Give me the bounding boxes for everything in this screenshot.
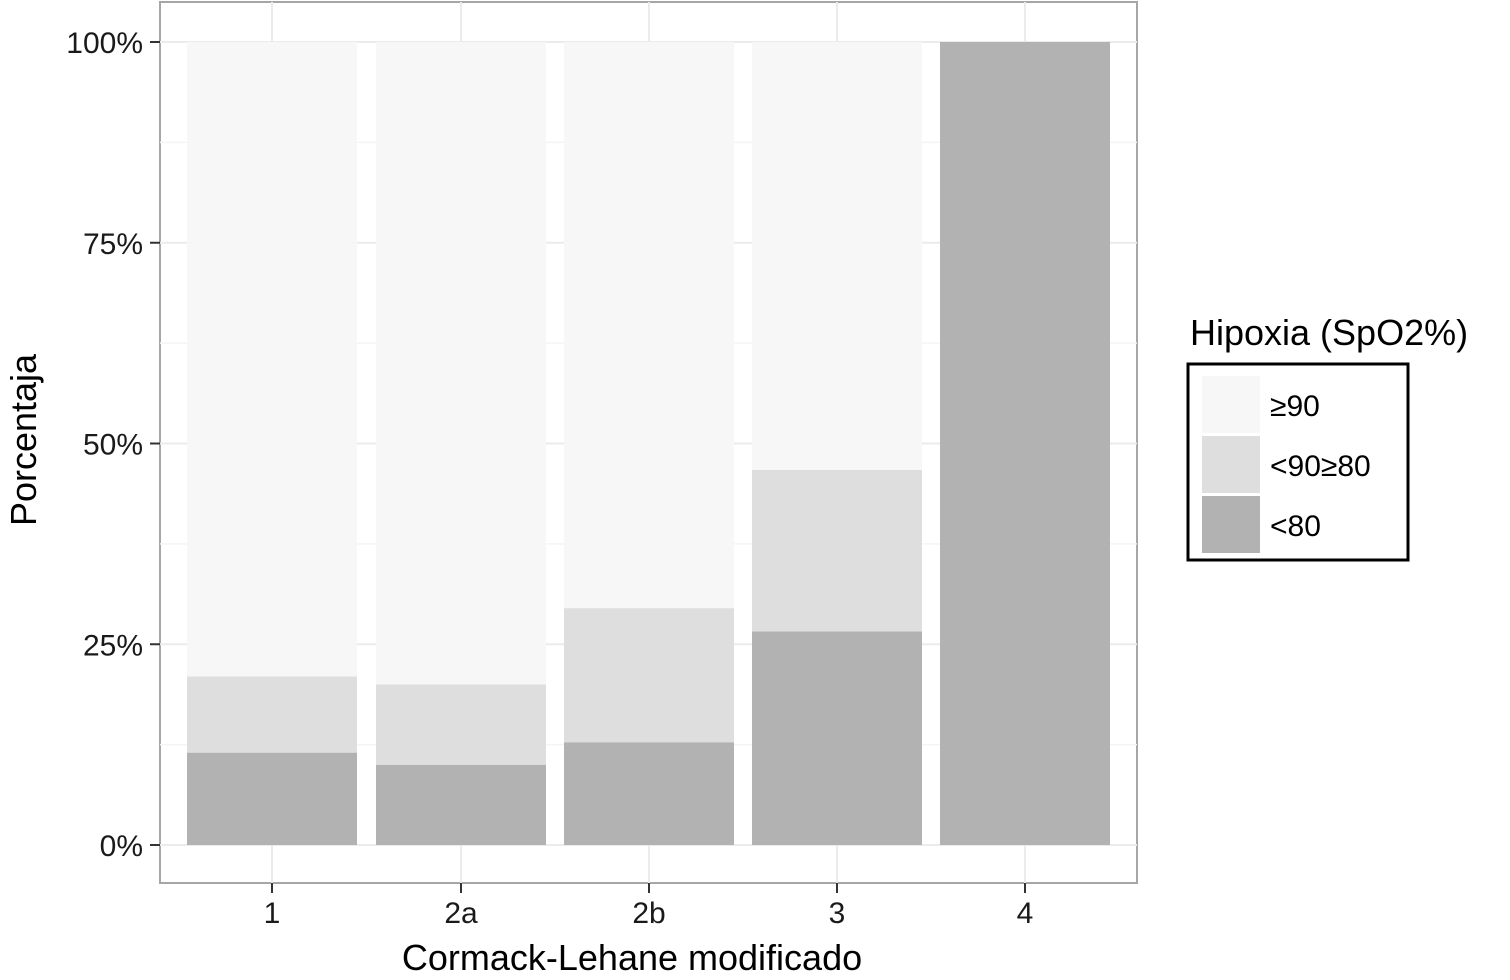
x-axis: 1 2a 2b 3 4 (264, 883, 1034, 930)
bar-segment (376, 42, 546, 685)
bar-segment (376, 764, 546, 845)
y-tick-label: 25% (83, 629, 143, 662)
legend-label: ≥90 (1270, 390, 1320, 423)
x-axis-title: Cormack-Lehane modificado (402, 937, 862, 978)
y-axis-title: Porcentaja (3, 353, 44, 526)
legend-title: Hipoxia (SpO2%) (1190, 312, 1468, 353)
y-tick-label: 50% (83, 429, 143, 462)
bar-segment (752, 631, 922, 845)
x-tick-label: 2a (444, 897, 478, 930)
bar-segment (752, 469, 922, 632)
x-tick-label: 4 (1017, 897, 1034, 930)
bar-segment (564, 608, 734, 743)
bar-segment (187, 752, 357, 845)
legend: Hipoxia (SpO2%) ≥90 <90≥80 <80 (1186, 312, 1468, 562)
bar-segment (564, 742, 734, 845)
y-tick-label: 100% (66, 27, 143, 60)
bar-segment (187, 42, 357, 677)
y-tick-label: 75% (83, 228, 143, 261)
y-tick-label: 0% (100, 830, 143, 863)
legend-key (1202, 376, 1260, 433)
bar-segment (940, 42, 1110, 845)
x-tick-label: 3 (829, 897, 846, 930)
bar-segment (376, 684, 546, 765)
bar-segment (752, 42, 922, 470)
bar-segment (187, 676, 357, 753)
y-axis: 0% 25% 50% 75% 100% (66, 27, 160, 863)
legend-key (1202, 436, 1260, 493)
legend-label: <90≥80 (1270, 450, 1371, 483)
bar-segment (564, 42, 734, 609)
x-tick-label: 1 (264, 897, 281, 930)
legend-key (1202, 496, 1260, 553)
x-tick-label: 2b (632, 897, 665, 930)
bars (187, 42, 1110, 845)
legend-label: <80 (1270, 510, 1321, 543)
